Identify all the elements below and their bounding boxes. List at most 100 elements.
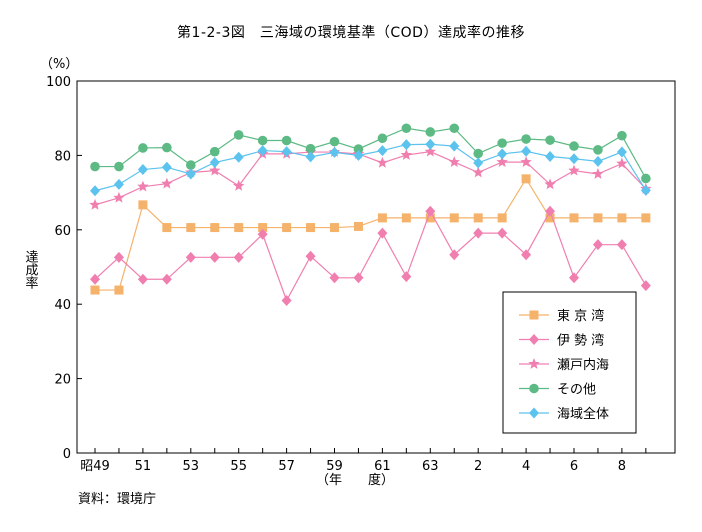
y-tick-label: 20	[54, 373, 71, 388]
legend-item: 海域全体	[519, 406, 609, 422]
data-point	[209, 164, 221, 176]
data-point	[305, 151, 316, 163]
y-axis: 0 20 40 60 80 100	[46, 75, 82, 462]
y-axis-label: 達成率	[23, 250, 39, 289]
x-tick-label: 53	[183, 459, 200, 474]
data-point	[162, 142, 172, 153]
data-point	[497, 227, 508, 239]
y-axis-unit: （%）	[40, 57, 78, 72]
x-tick-label: 51	[135, 459, 152, 474]
data-point	[617, 130, 627, 141]
data-point	[545, 151, 556, 163]
data-point	[592, 168, 604, 179]
data-point	[569, 272, 579, 284]
series-5	[90, 138, 651, 197]
data-point	[400, 149, 413, 160]
data-point	[161, 177, 173, 189]
source-note: 資料：環境庁	[78, 492, 157, 507]
data-point	[185, 251, 196, 263]
data-point	[329, 146, 340, 158]
data-point	[186, 160, 196, 170]
x-tick-label: 57	[278, 459, 295, 474]
y-tick-label: 40	[54, 298, 71, 313]
data-point	[521, 145, 532, 157]
data-point	[592, 239, 603, 251]
legend-item: 瀬戸内海	[519, 357, 609, 373]
data-point	[233, 130, 244, 140]
data-point	[425, 138, 436, 150]
data-point	[209, 251, 220, 263]
data-point	[282, 223, 292, 233]
data-point	[593, 145, 603, 155]
data-point	[401, 213, 411, 223]
legend-marker	[528, 358, 540, 369]
data-point	[281, 135, 292, 146]
data-point	[161, 273, 172, 285]
data-point	[90, 185, 100, 197]
data-point	[353, 149, 364, 161]
data-point	[138, 200, 148, 210]
data-point	[521, 249, 532, 261]
data-point	[425, 213, 435, 223]
data-point	[544, 178, 556, 190]
legend-label: 海域全体	[557, 406, 609, 422]
data-point	[89, 198, 101, 210]
data-point	[616, 239, 627, 251]
series-line	[94, 151, 647, 206]
data-point	[377, 145, 388, 157]
y-tick-label: 0	[63, 447, 71, 462]
data-point	[569, 153, 579, 165]
data-point	[329, 272, 340, 284]
data-point	[376, 156, 389, 168]
legend-marker	[529, 383, 539, 394]
data-point	[640, 280, 651, 292]
x-tick-label: 6	[570, 459, 578, 474]
y-tick-label: 80	[54, 149, 71, 164]
data-point	[353, 144, 364, 154]
data-point	[210, 223, 220, 233]
data-point	[377, 133, 388, 144]
series-line	[94, 143, 647, 192]
legend-marker	[529, 407, 539, 419]
data-point	[497, 213, 507, 223]
legend-label: 伊 勢 湾	[557, 333, 604, 349]
data-point	[545, 205, 556, 217]
data-point	[592, 155, 603, 167]
data-point	[593, 213, 603, 223]
data-point	[329, 136, 340, 147]
data-point	[113, 191, 125, 203]
data-point	[472, 166, 484, 178]
data-point	[401, 139, 412, 151]
data-point	[473, 213, 483, 223]
series-line	[94, 209, 647, 302]
data-point	[306, 223, 316, 233]
data-point	[234, 223, 244, 233]
data-point	[209, 156, 220, 168]
y-tick-label: 100	[46, 75, 71, 90]
data-point	[617, 213, 627, 223]
data-point	[281, 146, 292, 158]
data-point	[162, 223, 172, 233]
data-point	[257, 145, 268, 157]
x-tick-label: 2	[474, 459, 482, 474]
legend-marker	[529, 310, 539, 320]
legend-marker	[529, 334, 539, 345]
x-tick-label: 8	[618, 459, 626, 474]
data-point	[186, 223, 196, 233]
data-point	[520, 156, 532, 167]
legend-item: 伊 勢 湾	[519, 333, 604, 349]
x-tick-label: 59	[326, 459, 343, 474]
data-point	[401, 123, 412, 134]
data-point	[161, 161, 172, 173]
data-point	[521, 134, 531, 144]
data-point	[425, 127, 436, 137]
data-point	[305, 250, 316, 262]
data-point	[569, 213, 579, 223]
data-point	[113, 178, 124, 190]
data-point	[90, 273, 100, 285]
data-point	[257, 228, 268, 240]
data-point	[281, 294, 292, 306]
